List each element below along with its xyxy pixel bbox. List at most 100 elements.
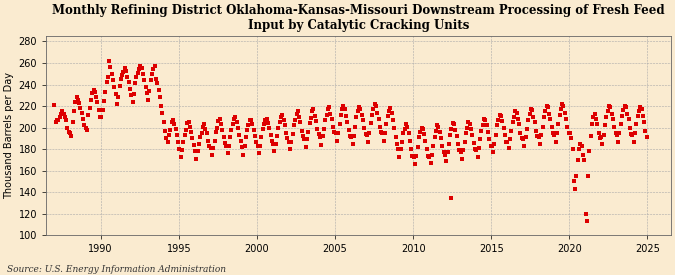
Point xyxy=(198,124,209,129)
Point xyxy=(149,64,160,68)
Point xyxy=(410,162,421,166)
Point xyxy=(504,146,514,150)
Point xyxy=(354,105,364,109)
Point xyxy=(329,130,340,134)
Point xyxy=(125,87,136,91)
Point xyxy=(406,147,416,151)
Point xyxy=(553,122,564,127)
Point xyxy=(636,107,647,112)
Point xyxy=(58,111,69,116)
Point xyxy=(596,135,607,139)
Point xyxy=(459,139,470,144)
Point xyxy=(184,124,195,129)
Point xyxy=(96,115,107,119)
Point xyxy=(145,78,156,82)
Point xyxy=(152,81,163,86)
Point xyxy=(246,118,256,122)
Point xyxy=(138,72,148,76)
Point xyxy=(414,135,425,139)
Point xyxy=(535,142,545,146)
Point xyxy=(511,110,522,115)
Point xyxy=(240,135,251,139)
Point xyxy=(437,144,448,148)
Point xyxy=(571,174,582,178)
Point xyxy=(575,142,586,146)
Point xyxy=(261,117,272,121)
Point xyxy=(425,161,436,165)
Point xyxy=(529,120,540,125)
Point xyxy=(479,117,489,121)
Point xyxy=(288,132,298,136)
Point xyxy=(450,128,461,132)
Point xyxy=(639,120,649,125)
Point xyxy=(584,149,595,153)
Point xyxy=(194,142,205,146)
Point xyxy=(610,131,621,135)
Point xyxy=(239,144,250,148)
Point xyxy=(346,135,356,139)
Point xyxy=(628,139,639,144)
Point xyxy=(637,114,648,118)
Point xyxy=(157,110,168,115)
Point xyxy=(296,129,307,133)
Point xyxy=(364,131,375,135)
Point xyxy=(540,109,551,114)
Point xyxy=(578,152,589,157)
Point xyxy=(536,133,547,138)
Point xyxy=(99,98,109,103)
Point xyxy=(438,150,449,155)
Point xyxy=(424,155,435,159)
Point xyxy=(624,125,635,130)
Point xyxy=(308,107,319,112)
Point xyxy=(243,123,254,128)
Point xyxy=(278,118,289,122)
Point xyxy=(362,139,373,144)
Point xyxy=(630,131,641,135)
Point xyxy=(230,115,241,119)
Point xyxy=(259,122,269,127)
Point xyxy=(442,150,453,155)
Point xyxy=(595,136,605,141)
Point xyxy=(568,179,579,184)
Point xyxy=(380,131,391,135)
Point xyxy=(177,148,188,152)
Point xyxy=(475,137,485,142)
Point xyxy=(429,135,440,139)
Point xyxy=(428,144,439,148)
Point xyxy=(397,139,408,144)
Point xyxy=(470,147,481,151)
Point xyxy=(491,123,502,128)
Point xyxy=(484,137,495,142)
Point xyxy=(506,129,517,133)
Point xyxy=(466,126,477,131)
Point xyxy=(55,111,66,116)
Point xyxy=(107,72,117,76)
Point xyxy=(238,152,248,157)
Point xyxy=(271,134,282,138)
Point xyxy=(225,135,236,139)
Point xyxy=(576,144,587,148)
Point xyxy=(418,132,429,136)
Point xyxy=(588,115,599,119)
Point xyxy=(257,126,268,131)
Point xyxy=(360,132,371,136)
Point xyxy=(78,117,88,121)
Point xyxy=(173,139,184,144)
Point xyxy=(369,102,380,106)
Point xyxy=(211,130,221,134)
Point xyxy=(435,136,446,141)
Point xyxy=(481,123,492,128)
Point xyxy=(433,124,444,129)
Point xyxy=(398,131,409,135)
Point xyxy=(279,123,290,128)
Point xyxy=(267,138,277,143)
Point xyxy=(232,120,242,125)
Point xyxy=(174,147,185,151)
Point xyxy=(340,107,350,112)
Point xyxy=(315,135,325,139)
Point xyxy=(632,114,643,118)
Point xyxy=(277,112,288,117)
Point xyxy=(523,118,534,122)
Point xyxy=(570,187,580,191)
Point xyxy=(390,135,401,139)
